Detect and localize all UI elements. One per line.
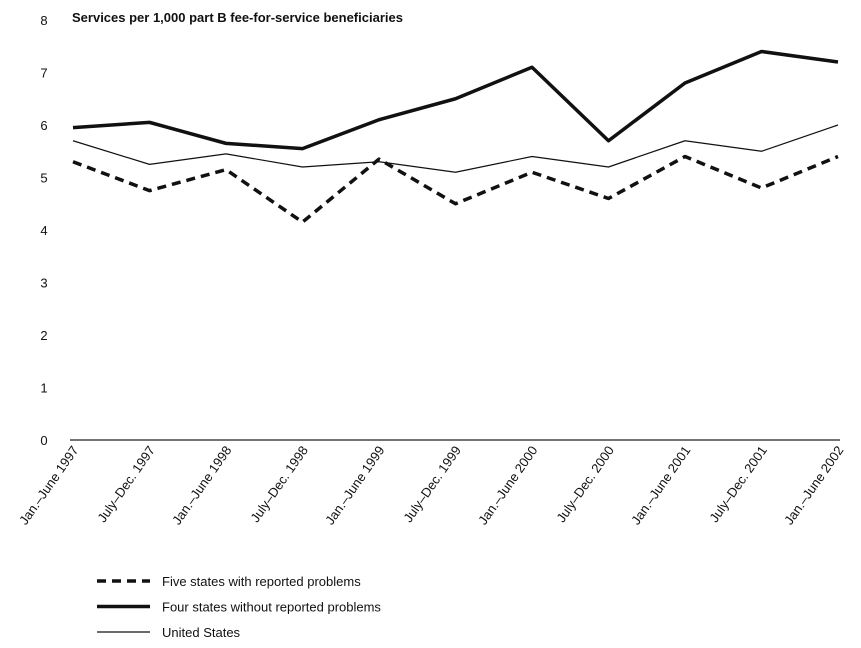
y-tick-label: 6 [40, 118, 47, 133]
y-tick-label: 8 [40, 13, 47, 28]
legend-label: Four states without reported problems [162, 600, 381, 615]
x-tick-label: Jan.–June 1997 [16, 443, 81, 527]
y-tick-label: 4 [40, 223, 47, 238]
y-tick-label: 5 [40, 171, 47, 186]
x-tick-label: July–Dec. 2000 [553, 443, 617, 525]
data-line [72, 124, 839, 173]
x-tick-label: July–Dec. 1997 [94, 443, 158, 525]
chart-title: Services per 1,000 part B fee-for-servic… [72, 10, 403, 25]
x-tick-label: Jan.–June 2001 [628, 443, 693, 527]
data-line [72, 154, 839, 224]
legend-label: United States [162, 625, 241, 640]
x-tick-label: Jan.–June 2002 [781, 443, 846, 527]
y-tick-label: 2 [40, 328, 47, 343]
x-tick-label: Jan.–June 1999 [322, 443, 387, 527]
data-line [72, 49, 839, 151]
y-tick-label: 0 [40, 433, 47, 448]
legend-label: Five states with reported problems [162, 574, 361, 589]
x-tick-label: Jan.–June 1998 [169, 443, 234, 527]
x-tick-label: July–Dec. 2001 [706, 443, 770, 525]
y-tick-label: 7 [40, 66, 47, 81]
x-tick-label: July–Dec. 1999 [400, 443, 464, 525]
x-tick-label: July–Dec. 1998 [247, 443, 311, 525]
x-tick-label: Jan.–June 2000 [475, 443, 540, 527]
y-tick-label: 3 [40, 276, 47, 291]
y-tick-label: 1 [40, 381, 47, 396]
